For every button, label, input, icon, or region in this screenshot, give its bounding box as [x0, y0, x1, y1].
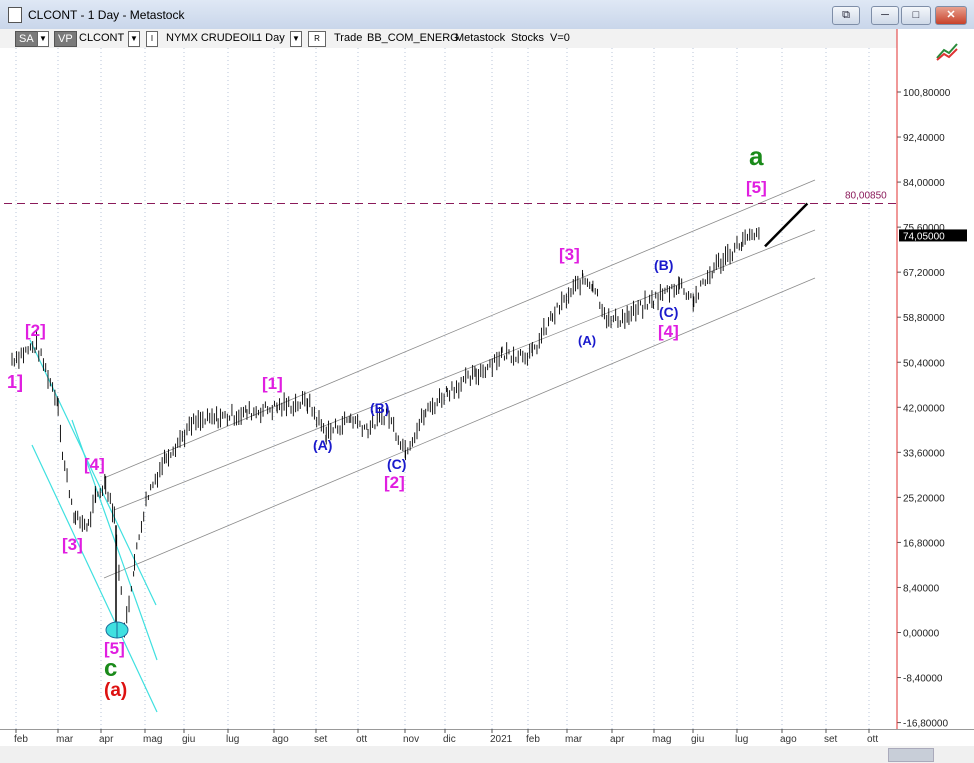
period-dropdown-icon[interactable]: ▼: [290, 31, 302, 47]
trade-label: Trade: [334, 32, 363, 44]
source-label: BB_COM_ENERG: [367, 32, 459, 44]
horizontal-scrollbar[interactable]: [0, 746, 974, 763]
stocks-label: Stocks: [511, 32, 545, 44]
sa-button[interactable]: SA: [15, 31, 38, 47]
product-label: Metastock: [455, 32, 506, 44]
price-chart-area[interactable]: [4, 48, 897, 729]
v-label: V=0: [550, 32, 570, 44]
app-icon: [8, 7, 22, 23]
chart-toolbar: SA ▼ VP CLCONT ▼ I NYMX CRUDEOIL 1 Day ▼…: [0, 29, 974, 48]
window-title: CLCONT - 1 Day - Metastock: [28, 8, 185, 22]
line-tool-icon[interactable]: [935, 40, 961, 62]
minimize-button[interactable]: ─: [871, 6, 899, 25]
period-label: 1 Day: [256, 32, 285, 44]
close-button[interactable]: ✕: [935, 6, 967, 25]
instrument-name: NYMX CRUDEOIL: [166, 32, 258, 44]
r-dropdown[interactable]: R: [308, 31, 326, 47]
maximize-button[interactable]: □: [901, 6, 931, 25]
symbol-dropdown-icon[interactable]: ▼: [128, 31, 140, 47]
symbol-label: CLCONT: [79, 32, 125, 44]
scroll-thumb[interactable]: [888, 748, 934, 762]
i-dropdown[interactable]: I: [146, 31, 158, 47]
price-axis[interactable]: [897, 29, 974, 729]
vp-button[interactable]: VP: [54, 31, 77, 47]
window-titlebar: CLCONT - 1 Day - Metastock ⧉ ─ □ ✕: [0, 0, 974, 30]
time-axis[interactable]: [0, 729, 974, 747]
restore-window-icon[interactable]: ⧉: [832, 6, 860, 25]
sa-dropdown-icon[interactable]: ▼: [37, 31, 49, 47]
